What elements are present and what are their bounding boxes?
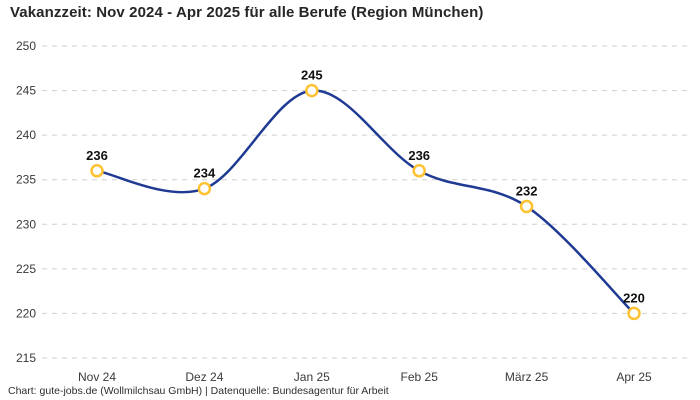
y-axis-tick-label: 220 xyxy=(16,306,36,320)
x-axis-tick-label: Dez 24 xyxy=(185,370,223,384)
data-point-marker[interactable] xyxy=(197,181,212,196)
y-axis-tick-label: 215 xyxy=(16,351,36,365)
chart-title: Vakanzzeit: Nov 2024 - Apr 2025 für alle… xyxy=(10,4,484,21)
y-axis-tick-label: 245 xyxy=(16,84,36,98)
data-point-marker[interactable] xyxy=(519,199,534,214)
y-axis-tick-label: 230 xyxy=(16,217,36,231)
y-axis-tick-label: 235 xyxy=(16,173,36,187)
data-point-label: 236 xyxy=(408,148,430,163)
y-axis-tick-label: 225 xyxy=(16,262,36,276)
data-point-marker[interactable] xyxy=(627,306,641,321)
data-point-marker[interactable] xyxy=(412,164,426,178)
x-axis-tick-label: Nov 24 xyxy=(78,370,116,384)
data-point-label: 220 xyxy=(623,290,645,305)
series-line xyxy=(95,89,636,315)
x-axis-tick-label: März 25 xyxy=(505,370,549,384)
data-point-label: 234 xyxy=(194,166,216,181)
data-point-marker[interactable] xyxy=(305,83,319,98)
x-axis-tick-label: Jan 25 xyxy=(294,370,330,384)
chart-source-footer: Chart: gute-jobs.de (Wollmilchsau GmbH) … xyxy=(8,385,389,397)
x-axis-tick-label: Apr 25 xyxy=(616,370,652,384)
data-point-label: 232 xyxy=(516,183,538,198)
data-point-label: 245 xyxy=(301,68,323,83)
data-point-marker[interactable] xyxy=(90,164,104,178)
y-axis-tick-label: 250 xyxy=(16,39,36,53)
y-axis-tick-label: 240 xyxy=(16,128,36,142)
data-point-label: 236 xyxy=(86,148,108,163)
x-axis-tick-label: Feb 25 xyxy=(401,370,439,384)
